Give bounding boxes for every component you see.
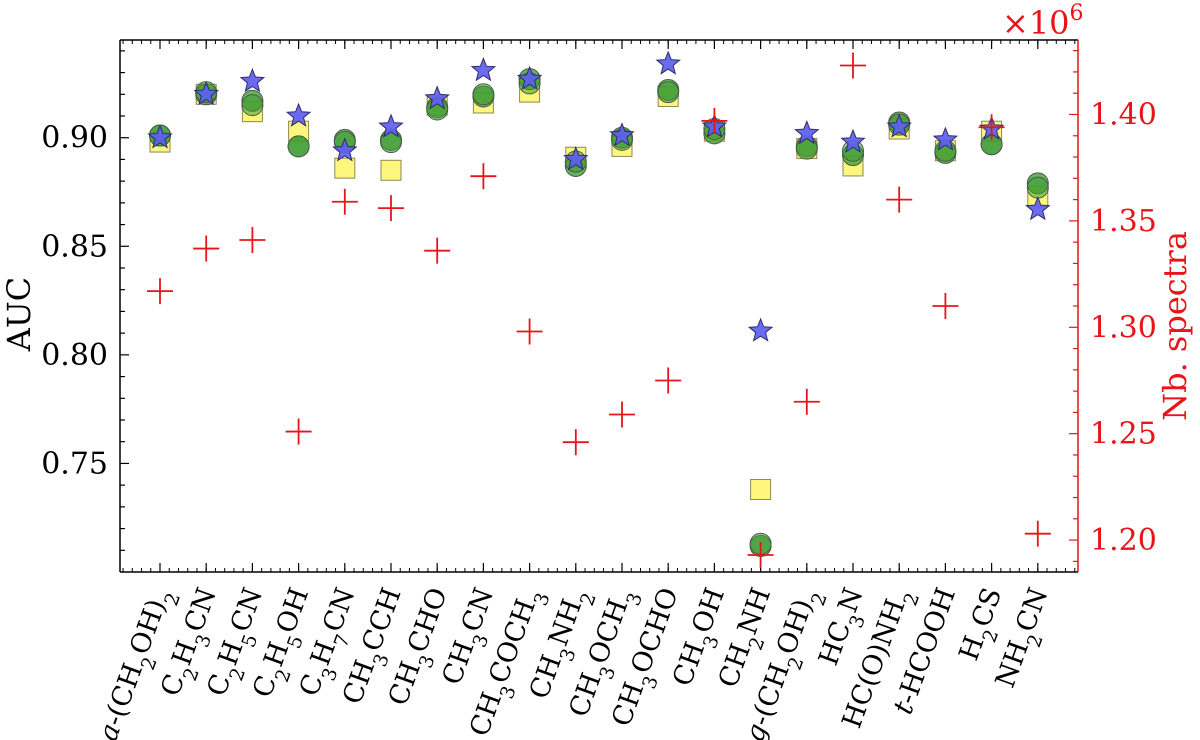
star-marker: [655, 50, 681, 75]
circle-marker: [472, 83, 495, 106]
star-marker: [378, 113, 404, 138]
circle-marker: [657, 81, 680, 104]
y2-axis-title: Nb. spectra: [1156, 231, 1194, 421]
star-marker: [794, 120, 820, 145]
right-tick-label: 1.40: [1090, 97, 1157, 132]
left-tick-label: 0.90: [41, 121, 108, 156]
left-tick-label: 0.75: [41, 446, 108, 481]
plus-marker: [747, 541, 774, 568]
star-marker: [285, 102, 312, 127]
star-marker: [840, 128, 866, 153]
square-marker: [380, 159, 402, 181]
right-tick-label: 1.20: [1090, 523, 1157, 558]
marks-layer: [147, 50, 1051, 568]
plus-marker: [239, 227, 266, 254]
plus-marker: [516, 318, 543, 345]
left-tick-label: 0.85: [41, 229, 108, 264]
plus-marker: [978, 114, 1005, 141]
plus-marker: [932, 293, 959, 319]
star-marker: [563, 146, 589, 171]
plus-marker: [886, 186, 913, 213]
star-marker: [747, 317, 774, 342]
plus-marker: [562, 429, 589, 456]
plus-marker: [331, 188, 358, 215]
star-marker: [424, 85, 450, 110]
right-tick-label: 1.30: [1090, 310, 1157, 345]
circle-marker: [287, 135, 310, 158]
plus-marker: [1024, 520, 1051, 547]
star-marker: [609, 122, 635, 147]
right-tick-label: 1.35: [1090, 204, 1157, 239]
star-marker: [147, 124, 173, 149]
y-axis-title: AUC: [0, 277, 38, 353]
square-marker: [750, 478, 772, 500]
plus-marker: [701, 107, 728, 134]
category-label: CH3CN: [436, 584, 508, 692]
star-marker: [516, 65, 543, 90]
circle-marker: [795, 137, 818, 160]
y2-multiplier: ×106: [1002, 1, 1084, 42]
plus-marker: [378, 195, 404, 222]
star-marker: [239, 67, 266, 93]
plus-marker: [470, 163, 497, 190]
left-tick-label: 0.80: [41, 338, 108, 373]
plus-marker: [147, 278, 173, 305]
star-marker: [470, 57, 497, 82]
plus-marker: [193, 235, 220, 262]
star-marker: [886, 113, 912, 138]
category-label: a-(CH2OH)2: [93, 584, 185, 740]
plus-marker: [840, 52, 866, 79]
star-marker: [1025, 196, 1051, 221]
star-marker: [332, 137, 358, 162]
y2-multiplier-exponent: 6: [1070, 1, 1084, 26]
plus-marker: [793, 388, 820, 415]
circle-marker: [241, 94, 264, 117]
square-marker: [334, 157, 356, 179]
axes-layer: [119, 39, 1079, 573]
plus-marker: [655, 367, 682, 394]
star-marker: [932, 126, 959, 151]
plus-marker: [609, 401, 635, 428]
circle-marker: [380, 131, 402, 154]
circle-marker: [1026, 176, 1049, 199]
right-tick-label: 1.25: [1090, 417, 1157, 452]
plus-marker: [285, 418, 312, 445]
star-marker: [193, 80, 219, 106]
plus-marker: [424, 237, 451, 264]
